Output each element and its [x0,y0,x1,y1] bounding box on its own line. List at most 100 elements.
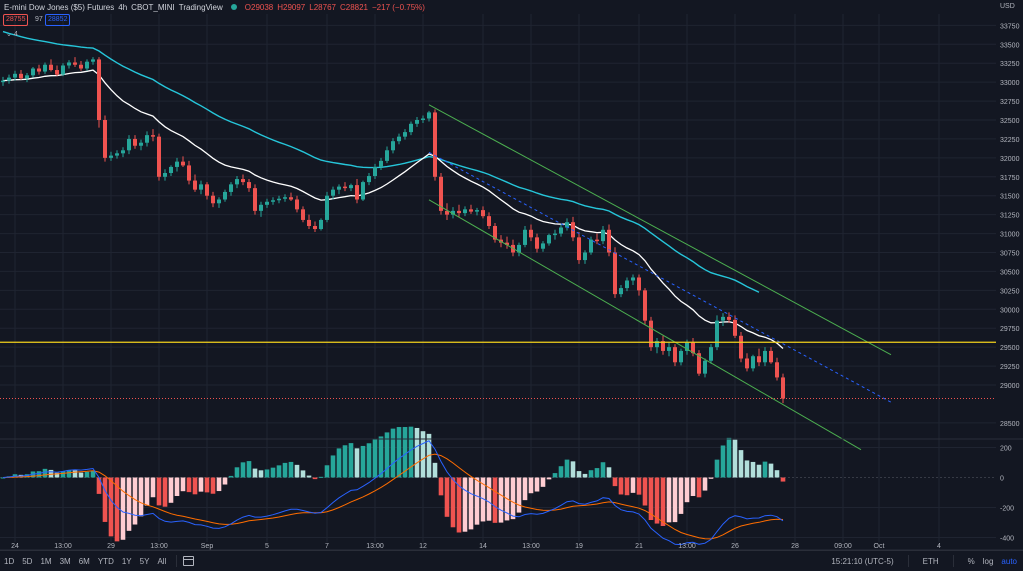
candle-body [115,153,119,156]
candle-body [541,243,545,249]
candle-body [655,341,659,348]
tf-all[interactable]: All [157,556,167,566]
macd-hist-bar [480,477,486,522]
candle-body [97,59,101,120]
macd-hist-bar [96,477,102,494]
macd-hist-bar [216,477,222,492]
macd-hist-bar [288,461,294,478]
macd-hist-bar [720,445,726,478]
log-toggle[interactable]: log [982,556,994,566]
macd-hist-bar [180,477,186,492]
candle-body [265,201,269,205]
candle-body [775,362,779,378]
candle-body [19,73,23,79]
candle-body [589,239,593,253]
macd-hist-bar [768,463,774,478]
macd-hist-bar [726,437,732,478]
auto-toggle[interactable]: auto [1001,556,1017,566]
macd-hist-bar [708,477,714,479]
macd-hist-bar [114,477,120,542]
tf-ytd[interactable]: YTD [97,556,114,566]
candle-body [703,360,707,374]
macd-hist-bar [378,436,384,478]
macd-hist-bar [666,477,672,523]
candle-body [199,184,203,190]
macd-hist-bar [510,477,516,520]
candle-body [109,155,113,158]
macd-hist-bar [492,477,498,523]
candle-body [631,277,635,281]
macd-hist-bar [696,477,702,498]
candle-body [349,185,353,189]
candle-body [61,65,65,75]
candle-body [721,316,725,321]
candle-body [673,347,677,363]
macd-hist-bar [414,427,420,478]
macd-hist-bar [222,477,228,485]
macd-hist-bar [594,468,600,478]
time-tick-label: 09:00 [834,543,852,550]
macd-hist-bar [390,428,396,478]
candle-body [697,353,701,374]
session-button[interactable]: ETH [922,556,939,566]
candle-body [415,120,419,124]
candle-body [127,138,131,151]
candle-body [235,179,239,185]
candle-body [145,135,149,143]
macd-hist-bar [534,477,540,492]
percent-toggle[interactable]: % [967,556,975,566]
symbol-name[interactable]: E-mini Dow Jones ($5) Futures [4,2,115,12]
macd-hist-bar [150,477,156,498]
tf-5y[interactable]: 5Y [139,556,150,566]
price-tick-label: 31500 [1000,194,1020,201]
macd-hist-bar [312,477,318,480]
candle-body [751,356,755,369]
time-tick-label: 13:00 [150,543,168,550]
price-tick-label: 29250 [1000,364,1020,371]
macd-hist-bar [90,470,96,478]
candle-body [769,350,773,363]
macd-hist-bar [672,477,678,523]
calendar-icon[interactable] [183,556,195,566]
indicators-collapse[interactable]: ⌄ 4 [6,30,18,38]
macd-hist-bar [192,477,198,495]
candle-body [517,244,521,253]
macd-hist-bar [522,477,528,501]
tf-6m[interactable]: 6M [78,556,90,566]
time-tick-label: 21 [635,543,643,550]
axes: 33750 33500 33250 33000 32750 32500 32250 32000… [0,3,1023,551]
candle-body [727,316,731,320]
tf-5d[interactable]: 5D [22,556,33,566]
tf-1y[interactable]: 1Y [121,556,132,566]
candle-body [463,209,467,214]
ohlc-open: O29038 [244,2,274,12]
time-tick-label: 12 [419,543,427,550]
time-tick-label: 29 [107,543,115,550]
tf-3m[interactable]: 3M [59,556,71,566]
candle-body [469,209,473,212]
clock[interactable]: 15:21:10 (UTC-5) [831,556,894,566]
ask-price[interactable]: 28852 [45,14,71,26]
macd-line [2,440,784,546]
price-tick-label: 31250 [1000,213,1020,220]
macd-hist-bar [582,473,588,478]
candle-body [25,75,29,79]
tf-1d[interactable]: 1D [4,556,15,566]
candle-body [229,184,233,192]
candle-body [427,112,431,119]
tf-1m[interactable]: 1M [40,556,52,566]
candle-body [175,161,179,167]
price-tick-label: 29750 [1000,326,1020,333]
candle-body [457,210,461,214]
candle-body [259,204,263,211]
bid-price[interactable]: 28755 [3,14,29,26]
macd-hist-bar [558,466,564,478]
candle-body [307,219,311,226]
macd-hist-bar [468,477,474,530]
macd-hist-bar [204,477,210,493]
candle-body [13,73,17,78]
currency-label: USD [1000,3,1015,10]
time-tick-label: 28 [791,543,799,550]
candle-body [73,62,77,65]
